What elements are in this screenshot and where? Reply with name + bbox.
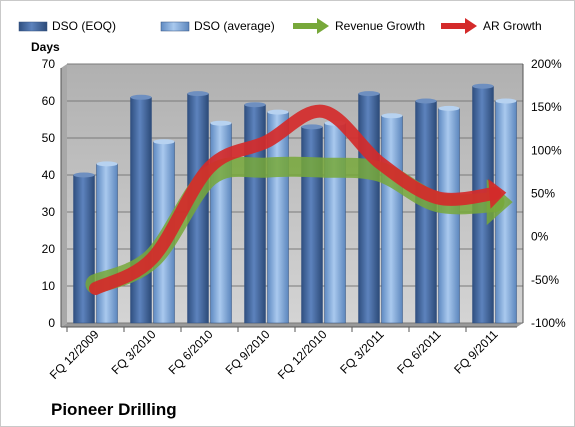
y-axis-label: Days <box>31 40 60 54</box>
y-tick-label: 10 <box>42 279 56 293</box>
y-tick-label: 60 <box>42 94 56 108</box>
bar-top-dso-eoq <box>73 172 95 178</box>
legend-label-dso-average: DSO (average) <box>194 19 275 33</box>
y-tick-label: 30 <box>42 205 56 219</box>
x-tick-label: FQ 12/2009 <box>47 327 102 382</box>
y2-tick-label: 100% <box>531 143 562 157</box>
y-tick-label: 20 <box>42 242 56 256</box>
chart-title: Pioneer Drilling <box>51 400 177 419</box>
ar-growth-arrowhead <box>488 178 507 209</box>
bar-dso-eoq <box>358 93 380 324</box>
bar-dso-average <box>324 122 346 324</box>
bar-top-dso-average <box>438 105 460 111</box>
bar-top-dso-average <box>381 113 403 119</box>
y-tick-label: 0 <box>48 316 55 330</box>
plot-floor <box>61 323 523 327</box>
bar-top-dso-eoq <box>244 102 266 108</box>
bar-top-dso-eoq <box>358 91 380 97</box>
bar-dso-eoq <box>73 174 95 324</box>
legend-swatch-dso-eoq <box>18 21 48 32</box>
y2-tick-label: 150% <box>531 100 562 114</box>
legend-arrow-ar-growth <box>465 18 477 34</box>
bar-top-dso-eoq <box>301 124 323 130</box>
bar-dso-eoq <box>130 97 152 324</box>
plot-side-wall <box>61 64 67 327</box>
y-tick-label: 40 <box>42 168 56 182</box>
x-tick-label: FQ 12/2010 <box>275 327 330 382</box>
x-tick-label: FQ 6/2010 <box>166 327 216 377</box>
bar-dso-average <box>381 115 403 324</box>
y2-tick-label: -50% <box>531 273 559 287</box>
x-tick-label: FQ 9/2011 <box>451 327 501 377</box>
bar-top-dso-average <box>495 98 517 104</box>
y2-tick-label: -100% <box>531 316 566 330</box>
bar-top-dso-average <box>210 120 232 126</box>
bar-dso-average <box>438 108 460 324</box>
legend-arrow-revenue-growth <box>317 18 329 34</box>
y-tick-label: 70 <box>42 57 56 71</box>
x-tick-label: FQ 3/2011 <box>337 327 387 377</box>
y-tick-label: 50 <box>42 131 56 145</box>
bar-top-dso-average <box>267 109 289 115</box>
legend: DSO (EOQ) DSO (average) Revenue Growth AR G… <box>18 18 542 34</box>
legend-label-dso-eoq: DSO (EOQ) <box>52 19 116 33</box>
bar-dso-average <box>96 163 118 324</box>
legend-label-revenue-growth: Revenue Growth <box>335 19 425 33</box>
y2-tick-label: 50% <box>531 187 555 201</box>
bar-dso-eoq <box>415 100 437 324</box>
x-tick-label: FQ 6/2011 <box>394 327 444 377</box>
plot-area: 0 10 20 30 40 50 60 70 -100% -50% 0% 50% 100% 150% 200… <box>42 57 566 382</box>
bar-top-dso-eoq <box>415 98 437 104</box>
bar-top-dso-eoq <box>130 94 152 100</box>
bar-top-dso-average <box>153 139 175 145</box>
y2-tick-label: 0% <box>531 230 549 244</box>
bar-top-dso-average <box>96 161 118 167</box>
legend-label-ar-growth: AR Growth <box>483 19 542 33</box>
bar-dso-eoq <box>301 126 323 324</box>
y2-tick-label: 200% <box>531 57 562 71</box>
x-tick-label: FQ 9/2010 <box>223 327 273 377</box>
bar-top-dso-eoq <box>187 91 209 97</box>
bar-top-dso-eoq <box>472 83 494 89</box>
x-tick-label: FQ 3/2010 <box>109 327 159 377</box>
ar-growth-line <box>89 104 501 295</box>
legend-swatch-dso-average <box>160 21 190 32</box>
